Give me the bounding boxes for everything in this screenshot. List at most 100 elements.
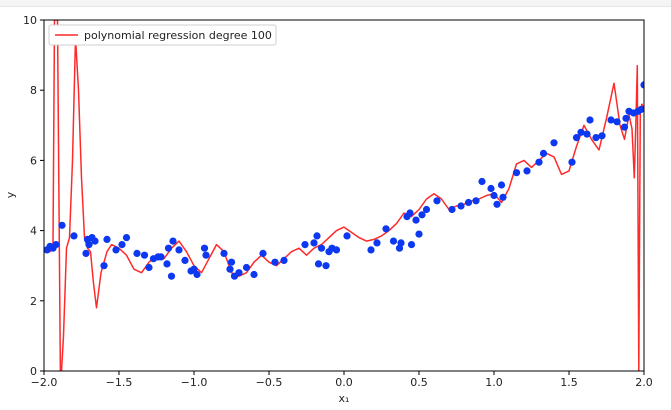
x-tick-label: −1.5 [106,376,133,389]
data-point [343,232,351,240]
data-point [577,128,585,136]
data-point [100,262,108,270]
data-point [397,239,405,247]
x-tick-label: 1.5 [560,376,578,389]
data-point [487,184,495,193]
data-point [163,260,171,268]
y-tick-label: 8 [30,84,37,97]
data-point [271,258,279,266]
data-point [91,237,99,245]
data-point [190,265,198,273]
data-point [535,158,543,166]
data-point [637,105,644,114]
data-point [145,263,153,272]
y-tick-label: 4 [30,225,37,238]
plot-background [44,20,644,371]
data-point [550,139,558,147]
legend-box [48,24,277,46]
data-point [259,249,267,257]
data-point [433,197,441,205]
data-point [112,246,120,254]
data-point [250,270,258,279]
data-point [202,251,210,259]
data-point [52,241,60,249]
data-point [382,225,390,233]
chart-legend: polynomial regression degree 100 [48,24,277,46]
data-point [70,232,78,240]
data-point [301,241,309,249]
data-point [607,116,615,124]
data-point [568,158,576,166]
data-point [412,216,420,224]
data-point [592,134,600,142]
data-point [389,237,398,245]
y-tick-label: 2 [30,295,37,308]
data-point [226,265,234,273]
data-point [280,256,288,264]
data-point [310,239,318,247]
data-point [140,251,149,259]
x-tick-label: 2.0 [635,376,653,389]
data-point [448,205,456,214]
legend-label-fit: polynomial regression degree 100 [84,29,272,42]
x-tick-label: −0.5 [256,376,283,389]
data-point [472,197,480,205]
data-point [464,198,473,207]
data-point [175,246,183,254]
plot-area [44,20,644,371]
data-point [220,249,228,257]
data-point [133,249,141,257]
data-point [227,258,236,266]
data-point [415,230,423,238]
data-point [118,241,126,249]
data-point [493,200,501,208]
data-point [181,256,189,264]
data-point [640,81,644,89]
data-point [193,270,201,279]
data-point [200,244,209,252]
data-point [157,253,165,261]
data-point [103,235,111,243]
data-point [313,232,321,240]
data-point [583,130,591,138]
data-point [58,221,66,229]
data-point [598,132,606,140]
y-tick-label: 10 [23,14,37,27]
x-tick-label: 0.5 [410,376,428,389]
series-line-fit [44,20,644,371]
x-tick-label: 1.0 [485,376,503,389]
x-tick-label: −2.0 [31,376,58,389]
data-point [407,241,416,249]
data-point [586,116,594,124]
data-point [620,123,629,131]
data-point [82,249,90,257]
y-tick-label: 0 [30,365,37,378]
data-point [457,202,465,210]
y-tick-label: 6 [30,154,37,167]
data-point [490,191,498,200]
data-point [523,167,531,175]
data-point [613,118,621,126]
x-tick-label: −1.0 [181,376,208,389]
data-point [622,114,630,122]
data-point [512,169,521,177]
data-point [85,241,93,249]
data-point [539,149,548,157]
data-point [242,263,251,272]
data-point [167,272,176,280]
data-point [314,260,323,268]
notebook-output-top-strip [0,0,671,7]
x-tick-label: 0.0 [335,376,353,389]
data-point [169,237,177,245]
data-point [322,262,330,270]
data-point [367,246,375,254]
data-point [235,269,243,277]
data-point [572,134,581,142]
data-point [373,239,381,247]
data-point [478,177,486,186]
data-point [122,234,131,242]
data-point [499,193,507,201]
data-point [406,209,414,217]
data-point [317,244,326,252]
